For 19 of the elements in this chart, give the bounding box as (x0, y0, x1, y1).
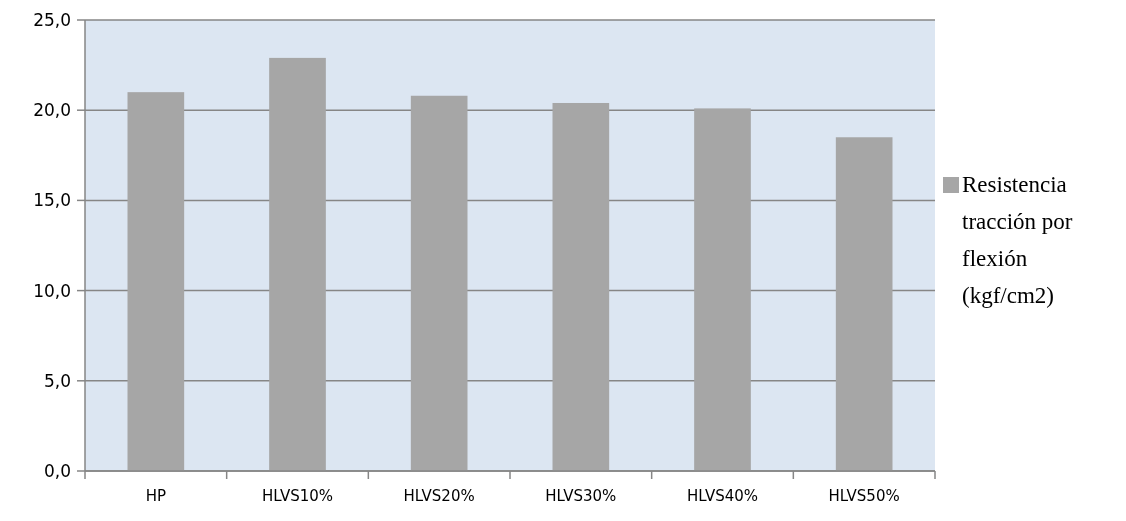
y-tick-label: 20,0 (33, 100, 71, 121)
y-tick-label: 5,0 (43, 370, 71, 391)
bar (127, 92, 185, 471)
bar (269, 57, 326, 471)
legend-label: Resistencia tracción por flexión (kgf/cm2) (962, 172, 1073, 308)
x-tick-label: HLVS30% (545, 487, 617, 505)
bar (835, 137, 893, 471)
y-tick-label: 10,0 (33, 280, 71, 301)
y-tick-label: 15,0 (33, 190, 71, 211)
x-tick-label: HP (145, 487, 166, 505)
bar (410, 95, 468, 471)
x-tick-label: HLVS20% (403, 487, 475, 505)
x-tick-label: HLVS40% (686, 487, 759, 505)
bar (694, 108, 751, 471)
y-tick-label: 25,0 (33, 9, 71, 30)
x-tick-label: HLVS50% (828, 487, 900, 505)
x-tick-label: HLVS10% (261, 487, 334, 505)
y-tick-label: 0,0 (43, 460, 71, 481)
bar (552, 102, 610, 471)
